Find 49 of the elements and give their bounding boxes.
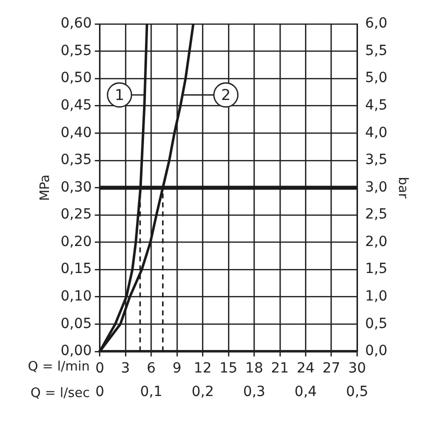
y2-tick-label: 3,5: [365, 152, 388, 168]
y2-tick-label: 5,5: [365, 42, 388, 59]
y-tick-label: 0,10: [60, 288, 92, 304]
annotation: 1: [114, 86, 124, 104]
y2-tick-label: 4,5: [365, 97, 388, 114]
y-tick-label: 0,50: [60, 70, 92, 86]
y2-tick-label: 1,5: [365, 261, 388, 278]
y-tick-label: 0,20: [60, 234, 92, 250]
y-tick-label: 0,15: [60, 261, 92, 278]
x2-tick-label: 0,1: [140, 384, 162, 400]
x2-tick-label: 0,3: [243, 384, 266, 400]
x-tick-label: 6: [146, 360, 156, 376]
y-tick-label: 0,60: [60, 16, 92, 32]
y2-tick-label: 1,0: [365, 288, 388, 304]
x-tick-label: 3: [121, 360, 130, 376]
x2-axis-title: Q = l/sec: [30, 386, 90, 401]
x2-tick-label: 0,5: [346, 384, 368, 400]
y2-tick-label: 2,0: [365, 234, 388, 250]
y-tick-label: 0,25: [60, 206, 92, 223]
y-tick-label: 0,00: [60, 343, 92, 360]
y2-tick-label: 0,0: [365, 343, 388, 360]
y-tick-label: 0,40: [60, 124, 92, 141]
y-tick-label: 0,55: [60, 42, 92, 59]
y-tick-label: 0,30: [60, 179, 92, 196]
x-tick-label: 12: [194, 360, 212, 376]
y2-tick-label: 5,0: [365, 70, 388, 86]
x-tick-label: 24: [296, 360, 315, 376]
x-tick-label: 9: [172, 360, 182, 376]
x-tick-label: 27: [322, 360, 340, 376]
x-tick-label: 15: [220, 360, 238, 376]
y2-tick-label: 2,5: [365, 206, 388, 223]
x-tick-label: 21: [271, 360, 289, 376]
annotation: 2: [221, 86, 231, 104]
x-axis-title: Q = l/min: [28, 360, 90, 375]
y2-tick-label: 6,0: [365, 16, 388, 32]
y-tick-label: 0,45: [60, 97, 92, 114]
y-tick-label: 0,35: [60, 152, 92, 168]
x2-tick-label: 0,4: [294, 384, 317, 400]
y-axis-title: MPa: [38, 174, 54, 201]
y2-axis-title: bar: [394, 176, 410, 200]
y-tick-label: 0,05: [60, 316, 92, 332]
x-tick-label: 0: [95, 360, 104, 376]
x-tick-label: 30: [348, 360, 366, 376]
y2-tick-label: 3,0: [365, 179, 388, 196]
x2-tick-label: 0,2: [192, 384, 214, 400]
x-tick-label: 18: [245, 360, 264, 376]
x2-tick-label: 0: [95, 384, 104, 400]
y2-tick-label: 0,5: [365, 316, 388, 332]
y2-tick-label: 4,0: [365, 124, 388, 141]
